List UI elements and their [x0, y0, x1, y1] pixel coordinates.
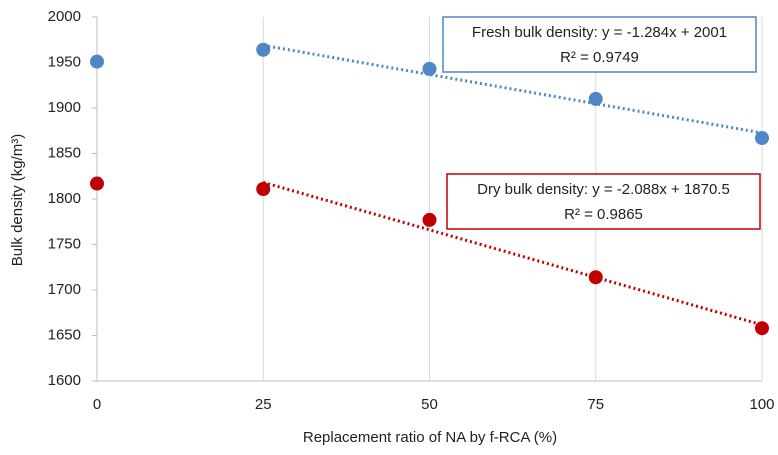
y-tick-label: 1950 — [48, 53, 81, 70]
y-tick-label: 2000 — [48, 8, 81, 25]
y-tick-label: 1700 — [48, 281, 81, 298]
x-tick-label: 25 — [255, 396, 272, 413]
y-tick-label: 1650 — [48, 326, 81, 343]
point — [588, 91, 603, 106]
y-tick-label: 1850 — [48, 144, 81, 161]
point — [256, 181, 271, 196]
point — [90, 54, 104, 69]
y-tick-label: 1800 — [48, 190, 81, 207]
point — [755, 131, 769, 146]
y-axis-title: Bulk density (kg/m³) — [9, 134, 26, 267]
point — [422, 212, 437, 227]
trendline — [262, 43, 763, 135]
x-tick-label: 75 — [587, 396, 604, 413]
point — [422, 61, 437, 76]
y-tick-label: 1600 — [48, 372, 81, 389]
annotation-text: Dry bulk density: y = -2.088x + 1870.5 — [477, 181, 730, 198]
annotation-text: R² = 0.9865 — [564, 206, 643, 223]
y-tick-label: 1900 — [48, 99, 81, 116]
point — [90, 176, 104, 191]
annotation-text: Fresh bulk density: y = -1.284x + 2001 — [472, 24, 727, 41]
y-tick-label: 1750 — [48, 235, 81, 252]
point — [256, 42, 271, 57]
trendline — [262, 180, 763, 327]
annotation-box — [442, 16, 757, 73]
x-axis-title: Replacement ratio of NA by f-RCA (%) — [303, 429, 557, 446]
annotation-text: R² = 0.9749 — [560, 49, 639, 66]
x-tick-label: 50 — [421, 396, 438, 413]
point — [755, 321, 769, 336]
annotation-box — [446, 173, 761, 230]
x-tick-label: 100 — [749, 396, 774, 413]
x-tick-label: 0 — [93, 396, 101, 413]
point — [588, 270, 603, 285]
